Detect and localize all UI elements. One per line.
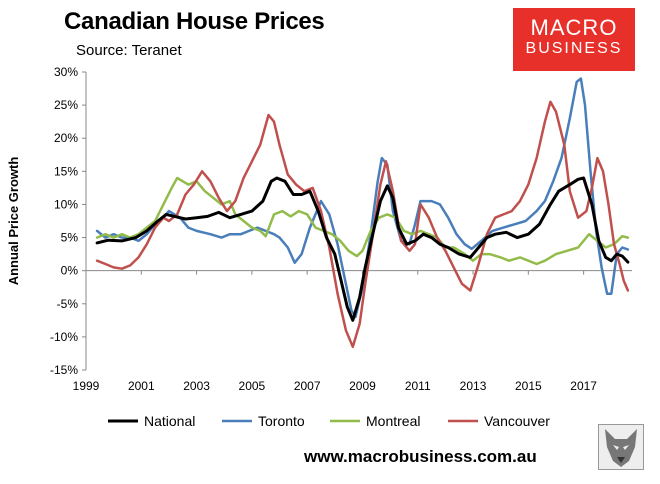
- x-tick-label: 2011: [405, 379, 431, 393]
- x-tick-label: 2007: [294, 379, 321, 393]
- y-tick-label: 5%: [61, 231, 79, 245]
- y-tick-label: -10%: [50, 330, 78, 344]
- wolf-logo-icon: [598, 424, 644, 470]
- series-line-vancouver: [95, 100, 630, 349]
- logo-line-1: MACRO: [530, 15, 618, 40]
- y-tick-label: 20%: [54, 131, 78, 145]
- x-tick-label: 2013: [460, 379, 487, 393]
- x-tick-label: 2017: [570, 379, 597, 393]
- x-tick-label: 2001: [128, 379, 155, 393]
- x-tick-label: 2009: [349, 379, 376, 393]
- macrobusiness-logo: MACRO BUSINESS: [513, 8, 635, 71]
- y-tick-label: 10%: [54, 197, 78, 211]
- y-tick-label: 0%: [61, 264, 79, 278]
- logo-line-2: BUSINESS: [525, 40, 623, 57]
- y-tick-label: 30%: [54, 65, 78, 79]
- x-tick-label: 1999: [73, 379, 100, 393]
- series-line-national: [95, 176, 630, 322]
- legend-label-vancouver: Vancouver: [484, 413, 550, 429]
- legend-label-national: National: [144, 413, 195, 429]
- x-tick-label: 2003: [183, 379, 210, 393]
- series-line-toronto: [95, 77, 630, 319]
- y-tick-label: -5%: [57, 297, 79, 311]
- x-tick-label: 2015: [515, 379, 542, 393]
- series-line-montreal: [95, 176, 630, 266]
- x-tick-label: 2005: [239, 379, 266, 393]
- legend-label-montreal: Montreal: [366, 413, 420, 429]
- y-tick-label: 25%: [54, 98, 78, 112]
- legend-label-toronto: Toronto: [258, 413, 305, 429]
- y-axis-label: Annual Price Growth: [6, 157, 21, 286]
- chart-title: Canadian House Prices: [64, 8, 325, 35]
- footer-url: www.macrobusiness.com.au: [304, 447, 537, 466]
- y-tick-label: -15%: [50, 363, 78, 377]
- chart-source: Source: Teranet: [76, 42, 182, 59]
- y-tick-label: 15%: [54, 164, 78, 178]
